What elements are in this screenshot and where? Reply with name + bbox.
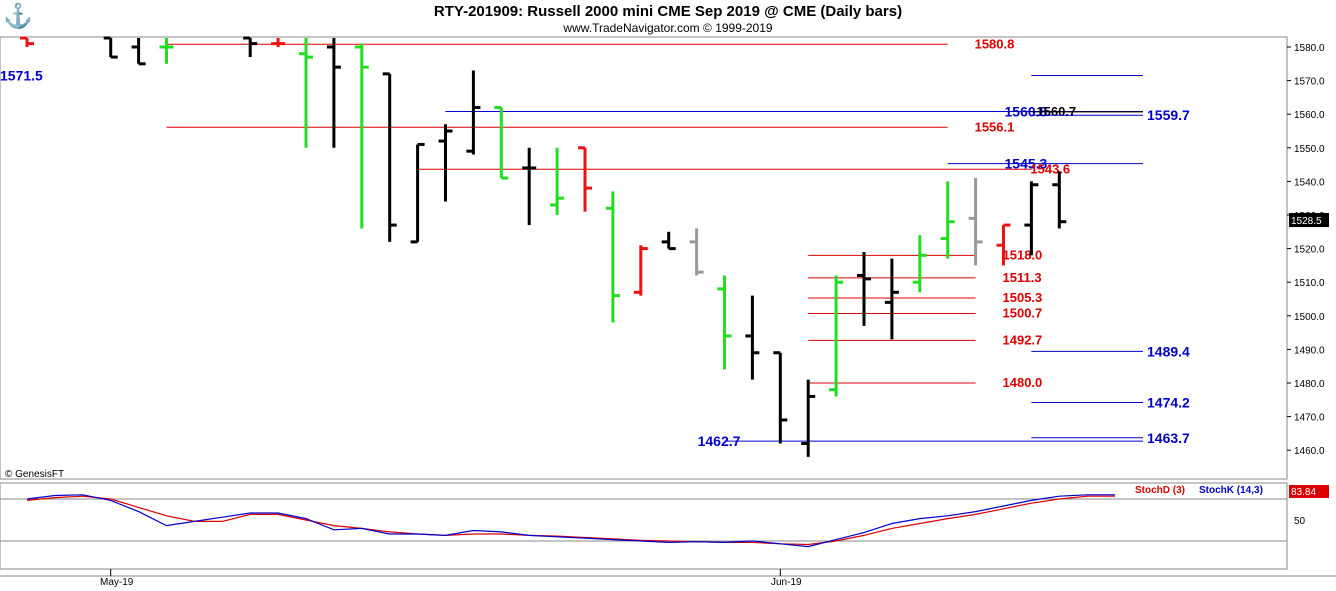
- y-tick-label: 1500.0: [1294, 312, 1325, 323]
- ohlc-bar: [131, 38, 146, 66]
- ohlc-bar: [159, 38, 174, 64]
- level-label: 1505.3: [1003, 290, 1043, 305]
- y-tick-label: 1540.0: [1294, 177, 1325, 188]
- ohlc-bar: [578, 146, 592, 212]
- ohlc-bar: [382, 72, 397, 242]
- y-tick-label: 1520.0: [1294, 245, 1325, 256]
- level-label: 1559.7: [1147, 107, 1190, 123]
- ohlc-bar: [689, 228, 704, 276]
- ohlc-bar: [438, 124, 453, 202]
- stochastic-panel-frame: [0, 482, 1288, 570]
- y-tick-label: 1460.0: [1294, 446, 1325, 457]
- price-panel-frame: [0, 36, 1288, 480]
- ohlc-bar: [940, 181, 955, 259]
- ohlc-bar: [912, 235, 927, 293]
- ohlc-bar: [801, 379, 816, 457]
- ohlc-bar: [299, 38, 313, 148]
- stochastic-last-label: 83.84: [1291, 487, 1316, 498]
- level-label: 1489.4: [1147, 343, 1190, 359]
- ohlc-bar: [271, 38, 286, 47]
- ohlc-bar: [522, 147, 537, 226]
- ohlc-bar: [884, 258, 899, 340]
- chart-subtitle: www.TradeNavigator.com © 1999-2019: [563, 21, 773, 35]
- level-label: 1492.7: [1003, 332, 1043, 347]
- level-label: 1543.6: [1030, 161, 1070, 176]
- x-tick-label: Jun-19: [771, 577, 802, 588]
- ohlc-bar: [773, 351, 788, 444]
- last-price-box: [1289, 213, 1329, 228]
- ohlc-bar: [829, 275, 844, 397]
- x-tick-label: May-19: [100, 577, 134, 588]
- ohlc-bar: [857, 251, 871, 326]
- level-label: 1463.7: [1147, 430, 1190, 446]
- stochastic-tick-label: 50: [1294, 516, 1306, 527]
- level-label: 1500.7: [1003, 305, 1043, 320]
- copyright-text: © GenesisFT: [5, 469, 65, 480]
- ohlc-bar: [354, 43, 369, 229]
- stochastic-series-line: [26, 494, 1116, 548]
- ohlc-bar: [410, 142, 425, 244]
- level-label: 1556.1: [975, 119, 1015, 134]
- level-label: 1580.8: [975, 36, 1015, 51]
- y-tick-label: 1580.0: [1294, 43, 1325, 54]
- y-tick-label: 1490.0: [1294, 345, 1325, 356]
- ohlc-bar: [1024, 181, 1039, 256]
- level-label: 1511.3: [1003, 270, 1042, 285]
- level-label: 1571.5: [0, 68, 43, 84]
- ohlc-bar: [968, 178, 983, 266]
- level-label: 1480.0: [1003, 375, 1043, 390]
- ohlc-bar: [550, 147, 565, 215]
- ohlc-bar: [494, 105, 509, 180]
- y-tick-label: 1550.0: [1294, 144, 1325, 155]
- ohlc-bar: [633, 245, 648, 296]
- level-label: 1545.3: [1005, 156, 1048, 172]
- last-price-label: 1528.5: [1291, 216, 1322, 227]
- ohlc-bar: [745, 295, 760, 380]
- ohlc-bar: [326, 38, 341, 148]
- genesis-logo-icon: ⚓: [3, 3, 33, 30]
- ohlc-bar: [103, 36, 118, 59]
- y-tick-label: 1480.0: [1294, 379, 1325, 390]
- y-tick-label: 1470.0: [1294, 413, 1325, 424]
- level-label: 1518.0: [1003, 247, 1043, 262]
- ohlc-bar: [717, 275, 732, 370]
- ohlc-bar: [466, 70, 481, 155]
- legend-stochk: StochK (14,3): [1199, 485, 1263, 496]
- stochastic-last-box: [1289, 485, 1329, 498]
- legend-stochd: StochD (3): [1135, 485, 1185, 496]
- stochastic-series-line: [26, 495, 1116, 546]
- ohlc-bar: [996, 223, 1011, 266]
- ohlc-bar: [20, 36, 34, 47]
- y-tick-label: 1560.0: [1294, 110, 1325, 121]
- ohlc-bar: [1052, 171, 1067, 229]
- ohlc-bar: [243, 36, 258, 58]
- y-tick-label: 1570.0: [1294, 77, 1325, 88]
- ohlc-bar: [605, 191, 620, 323]
- level-label: 1462.7: [698, 433, 741, 449]
- y-tick-label: 1510.0: [1294, 278, 1325, 289]
- chart-title: RTY-201909: Russell 2000 mini CME Sep 20…: [433, 3, 903, 20]
- ohlc-bar: [661, 231, 676, 251]
- level-label: 1560.7: [1036, 104, 1076, 119]
- level-label: 1474.2: [1147, 394, 1190, 410]
